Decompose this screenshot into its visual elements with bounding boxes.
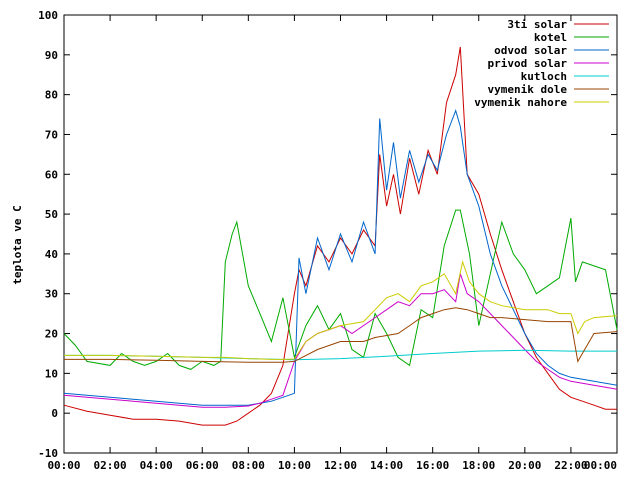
y-tick-label: 10 [45,367,58,380]
y-tick-label: 20 [45,328,58,341]
y-tick-label: 80 [45,89,58,102]
y-axis-ticks: -10 0 10 20 30 40 50 60 70 80 90 100 [38,9,617,460]
series-line-vymenik-nahore [64,260,618,360]
series-lines [63,46,618,426]
x-axis-ticks: 00:00 02:00 04:00 06:00 08:00 10:00 12:00 14:00… [47,15,618,472]
legend-label: privod solar [488,57,568,70]
y-tick-label: 50 [45,208,58,221]
x-tick-label: 16:00 [416,459,449,472]
y-tick-label: 90 [45,49,58,62]
series-line-privod-solar [63,273,618,408]
x-tick-label: 00:00 [47,459,80,472]
x-tick-label: 18:00 [462,459,495,472]
legend-label: vymenik dole [488,83,568,96]
series-line-vymenik-dole [64,307,618,363]
x-tick-label: 14:00 [370,459,403,472]
y-tick-label: 60 [45,168,58,181]
x-tick-label: 22:00 [554,459,587,472]
legend-label: vymenik nahore [474,96,567,109]
y-tick-label: 70 [45,128,58,141]
y-tick-label: -10 [38,447,58,460]
x-tick-label: 06:00 [186,459,219,472]
legend-label: kutloch [521,70,567,83]
x-tick-label: 10:00 [278,459,311,472]
legend-label: odvod solar [494,44,567,57]
series-line-kotel [63,209,618,370]
legend-label: kotel [534,31,567,44]
x-tick-label: 12:00 [324,459,357,472]
y-axis-label: teplota ve C [11,205,24,284]
x-tick-label: 08:00 [232,459,265,472]
x-tick-label: 00:00 [584,459,617,472]
x-tick-label: 04:00 [140,459,173,472]
x-tick-label: 02:00 [94,459,127,472]
y-tick-label: 40 [45,248,58,261]
legend-label: 3ti solar [507,18,567,31]
x-tick-label: 20:00 [508,459,541,472]
y-tick-label: 0 [51,407,58,420]
y-tick-label: 30 [45,288,58,301]
y-tick-label: 100 [38,9,58,22]
series-line-odvod-solar [63,109,618,406]
